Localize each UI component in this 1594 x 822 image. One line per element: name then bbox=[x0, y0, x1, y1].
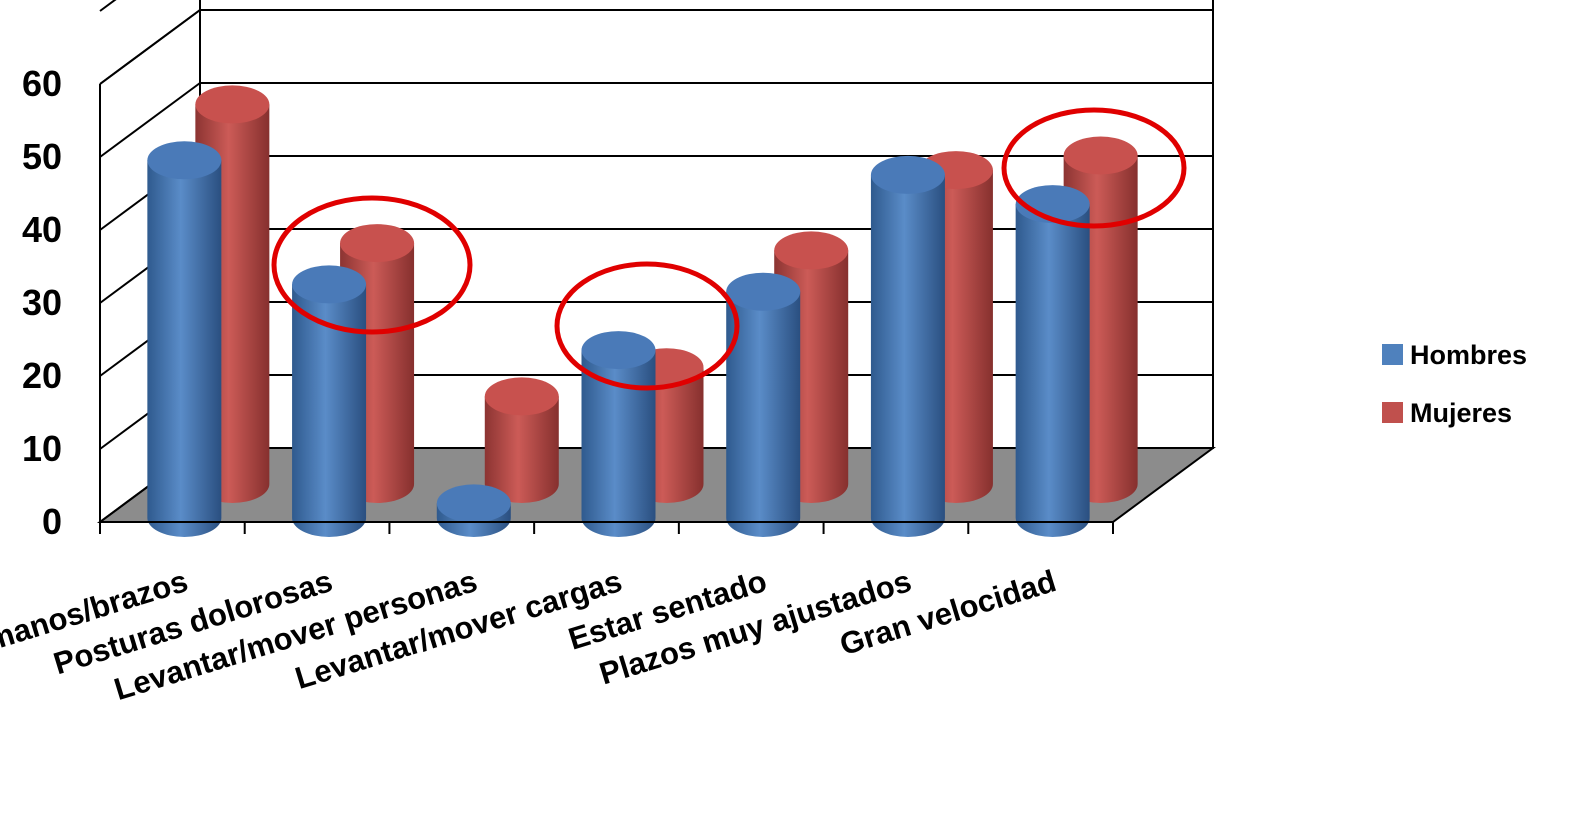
y-axis-ticks: 0 10 20 30 40 50 60 bbox=[22, 63, 62, 542]
gridline-depth-50 bbox=[99, 82, 201, 158]
x-axis bbox=[99, 521, 1114, 534]
hombres-bars bbox=[147, 141, 1090, 538]
legend: Hombres Mujeres bbox=[1382, 340, 1527, 428]
bar-mujeres bbox=[484, 377, 559, 503]
legend-label: Hombres bbox=[1410, 340, 1527, 370]
y-tick-label: 20 bbox=[22, 355, 62, 396]
legend-swatch bbox=[1382, 402, 1403, 423]
legend-label: Mujeres bbox=[1410, 398, 1512, 428]
highlight-ellipse bbox=[1001, 107, 1187, 229]
bar-hombres bbox=[1015, 185, 1090, 537]
bar-hombres bbox=[436, 484, 511, 537]
y-tick-label: 0 bbox=[42, 501, 62, 542]
bar-hombres bbox=[870, 155, 945, 537]
y-tick-label: 10 bbox=[22, 428, 62, 469]
y-tick-label: 60 bbox=[22, 63, 62, 104]
y-tick-label: 30 bbox=[22, 282, 62, 323]
y-tick-label: 50 bbox=[22, 136, 62, 177]
highlight-ellipse bbox=[554, 261, 740, 391]
annotations bbox=[271, 107, 1187, 391]
bar-hombres bbox=[726, 272, 801, 537]
x-axis-labels: Movimientos repetitivos de manos/brazosP… bbox=[0, 563, 1060, 777]
gridline-depth-top bbox=[99, 0, 117, 12]
bar-hombres bbox=[292, 265, 367, 537]
legend-swatch bbox=[1382, 344, 1403, 365]
gridline-depth-60 bbox=[99, 9, 201, 85]
bar-hombres bbox=[147, 141, 222, 538]
highlight-ellipse bbox=[271, 195, 473, 335]
bar-hombres bbox=[581, 331, 656, 537]
y-tick-label: 40 bbox=[22, 209, 62, 250]
